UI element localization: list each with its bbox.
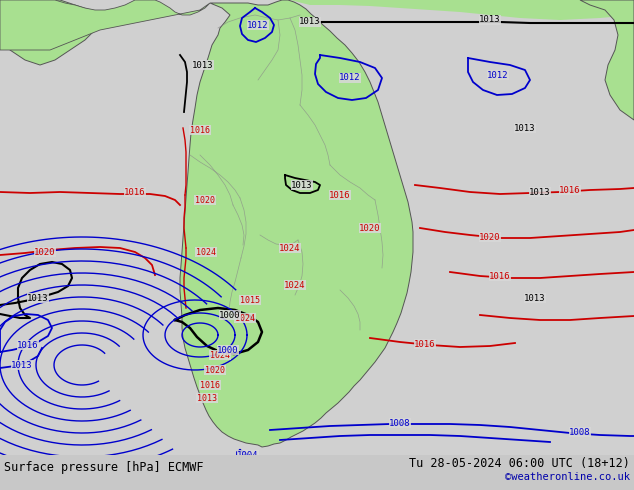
Text: 1016: 1016 (414, 340, 436, 348)
Text: 1016: 1016 (329, 191, 351, 199)
Polygon shape (580, 0, 634, 120)
Polygon shape (0, 0, 210, 50)
Text: 1013: 1013 (197, 393, 217, 402)
FancyBboxPatch shape (0, 455, 634, 490)
Text: 1013: 1013 (479, 16, 501, 24)
Text: 1013: 1013 (524, 294, 546, 302)
Text: 1000: 1000 (217, 345, 239, 354)
Text: 1016: 1016 (559, 186, 581, 195)
Text: 1012: 1012 (488, 71, 508, 79)
Text: Surface pressure [hPa] ECMWF: Surface pressure [hPa] ECMWF (4, 461, 204, 473)
Text: 1013: 1013 (299, 18, 321, 26)
Text: 1012: 1012 (247, 21, 269, 29)
Text: 1016: 1016 (124, 188, 146, 196)
Text: 1020: 1020 (195, 196, 215, 204)
Text: 1024: 1024 (279, 244, 301, 252)
Text: 1024: 1024 (284, 280, 306, 290)
Text: 1012: 1012 (339, 74, 361, 82)
Text: 1004: 1004 (237, 450, 259, 460)
Polygon shape (0, 0, 634, 20)
Text: 1016: 1016 (190, 125, 210, 134)
Text: 1020: 1020 (359, 223, 381, 232)
Polygon shape (0, 0, 100, 65)
Text: 1016: 1016 (200, 381, 220, 390)
Text: 1013: 1013 (514, 123, 536, 132)
Text: 1013: 1013 (11, 361, 33, 369)
Text: 1013: 1013 (529, 188, 551, 196)
Text: ©weatheronline.co.uk: ©weatheronline.co.uk (505, 472, 630, 482)
Text: 1020: 1020 (205, 366, 225, 374)
Text: 1024: 1024 (210, 350, 230, 360)
Text: 1013: 1013 (291, 180, 313, 190)
Text: 1016: 1016 (17, 341, 39, 349)
Text: 1015: 1015 (240, 295, 260, 304)
Text: 1013: 1013 (27, 294, 49, 302)
Text: 1013: 1013 (192, 60, 214, 70)
Polygon shape (180, 0, 413, 447)
Text: 1020: 1020 (479, 232, 501, 242)
Text: 1020: 1020 (34, 247, 56, 256)
Text: Tu 28-05-2024 06:00 UTC (18+12): Tu 28-05-2024 06:00 UTC (18+12) (409, 457, 630, 469)
Text: 1008: 1008 (569, 427, 591, 437)
Text: 1024: 1024 (196, 247, 216, 256)
Text: 1008: 1008 (389, 418, 411, 427)
Text: 1024: 1024 (235, 314, 255, 322)
Text: 1000: 1000 (219, 311, 241, 319)
Text: 1016: 1016 (489, 271, 511, 280)
